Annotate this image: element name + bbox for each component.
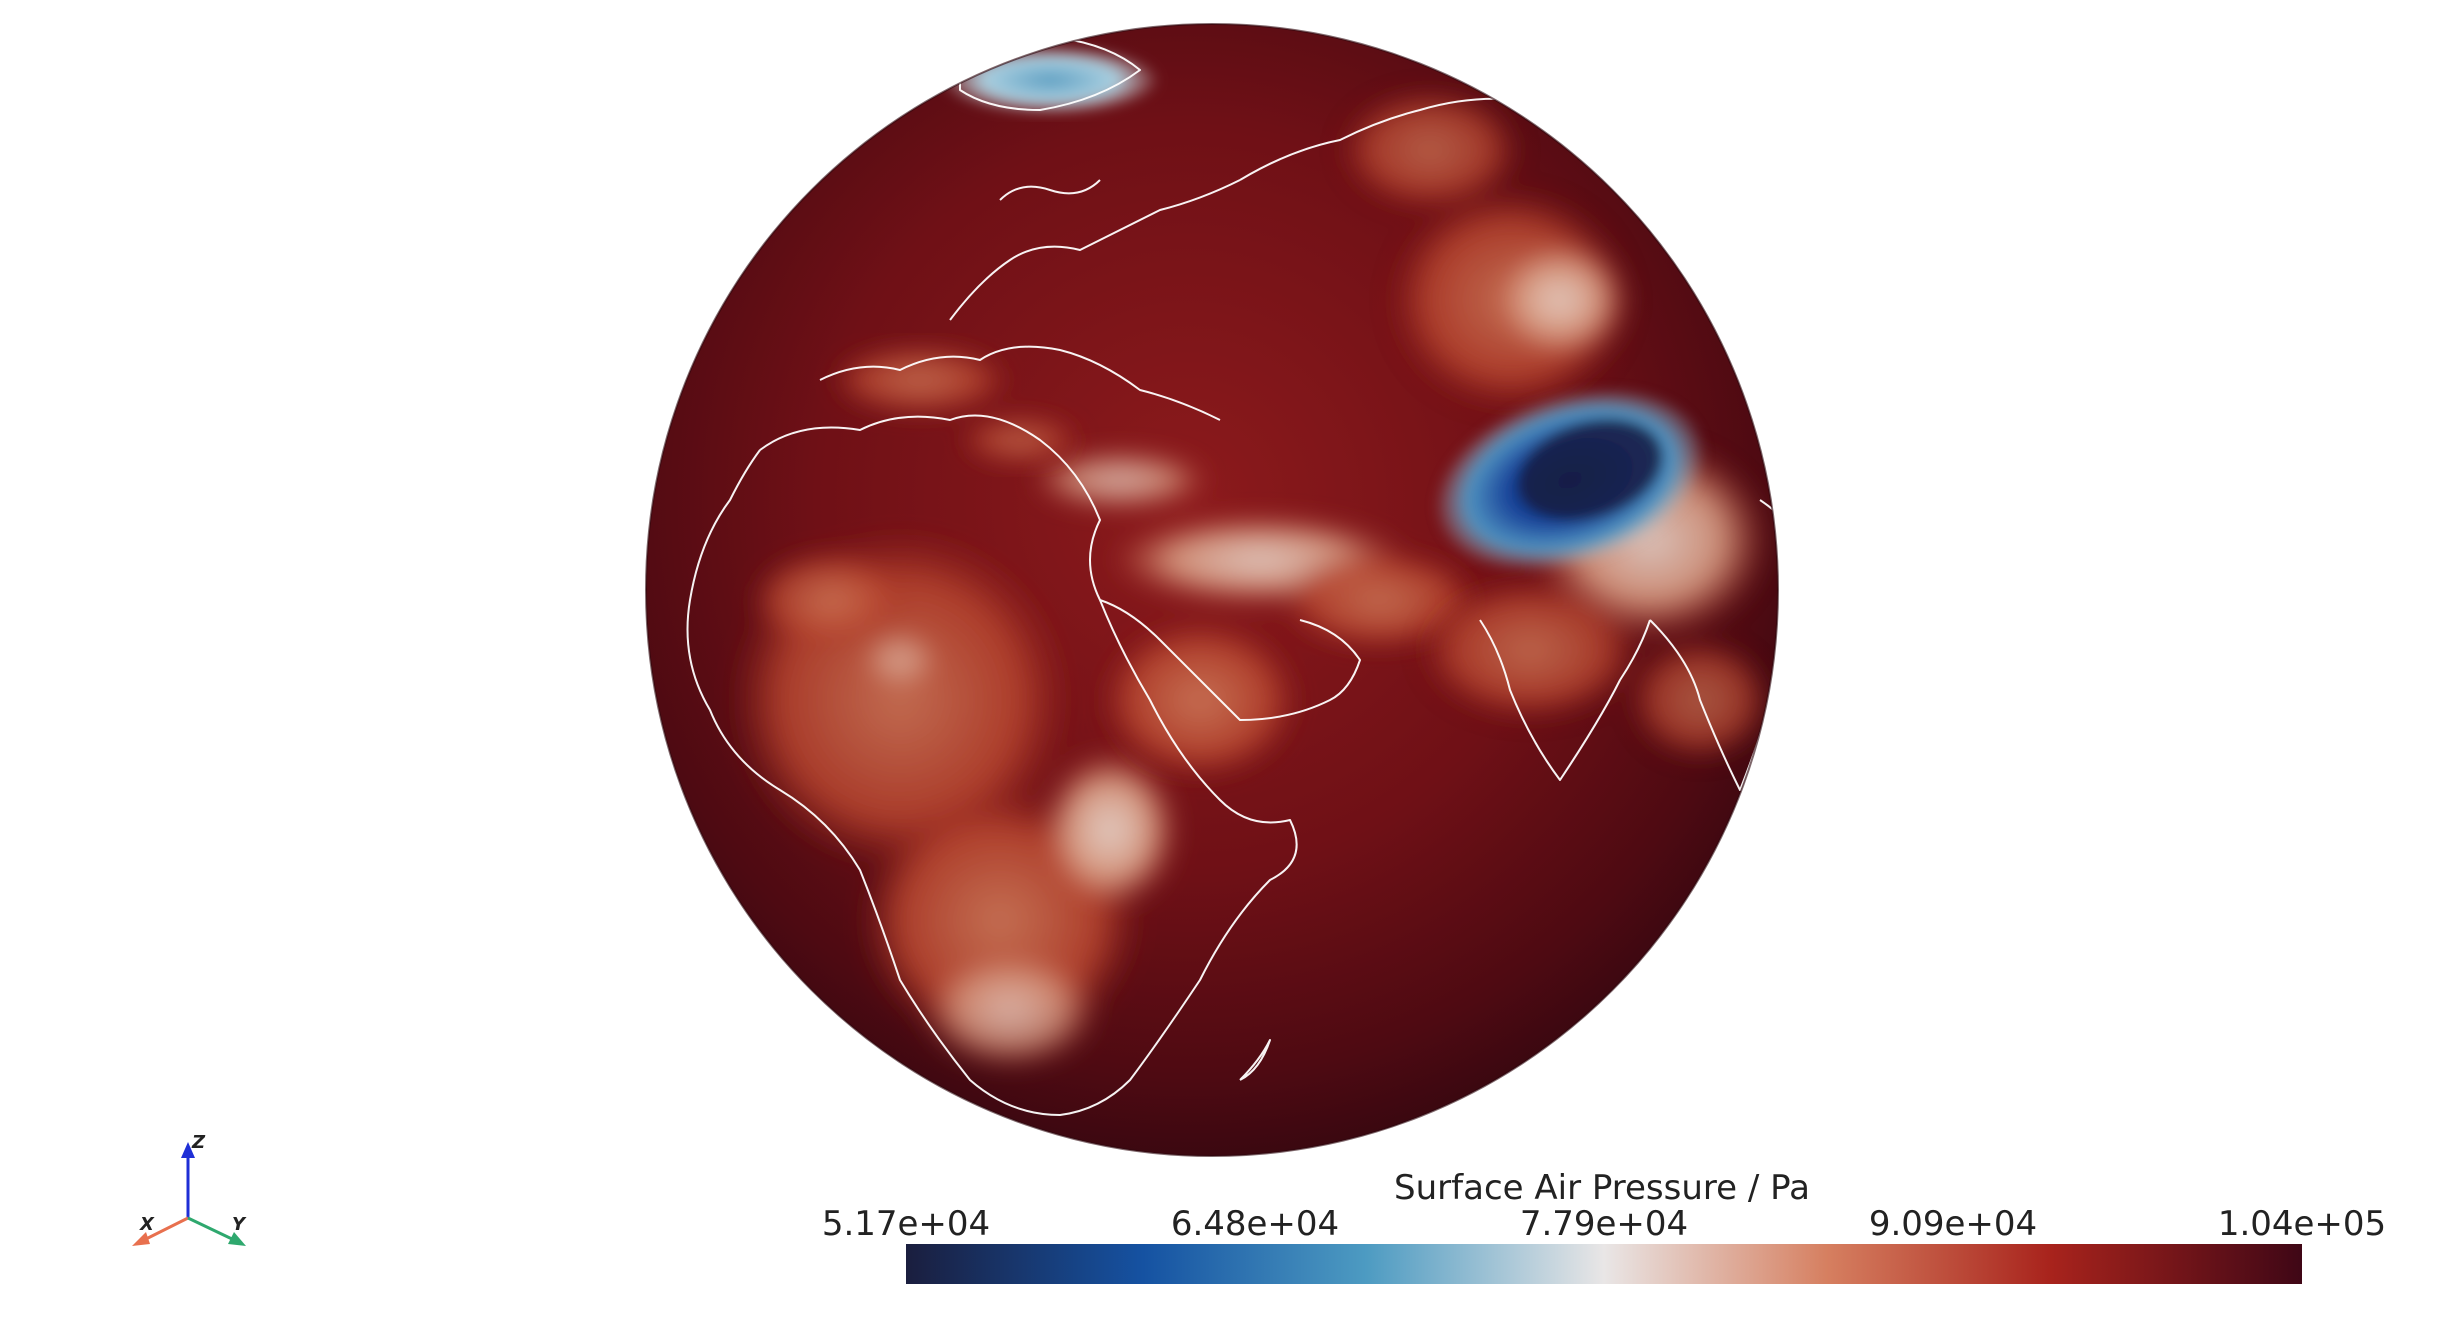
africa-pressure-field xyxy=(730,530,1180,1070)
x-axis-label: X xyxy=(139,1214,155,1235)
scalar-bar-title: Surface Air Pressure / Pa xyxy=(1394,1168,1810,1208)
orientation-axes: Z X Y xyxy=(132,1132,247,1246)
tibetan-plateau-low xyxy=(1434,388,1706,572)
europe-pressure-field xyxy=(830,345,1080,465)
scalar-bar-tick-3: 7.79e+04 xyxy=(1519,1204,1689,1244)
scalar-bar-colorbar[interactable] xyxy=(906,1244,2302,1284)
x-axis: X xyxy=(132,1214,189,1246)
z-axis-label: Z xyxy=(191,1132,206,1153)
z-arrow-icon xyxy=(181,1142,195,1158)
scalar-bar-tick-max: 1.04e+05 xyxy=(2217,1204,2387,1244)
scalar-bar-tick-2: 6.48e+04 xyxy=(1170,1204,1340,1244)
scalar-bar-tick-min: 5.17e+04 xyxy=(821,1204,991,1244)
coastlines xyxy=(686,37,1806,1116)
y-axis-label: Y xyxy=(232,1214,247,1235)
z-axis: Z xyxy=(181,1132,206,1218)
y-arrow-icon xyxy=(228,1232,246,1246)
x-arrow-icon xyxy=(132,1232,150,1246)
scalar-bar-tick-4: 9.09e+04 xyxy=(1868,1204,2038,1244)
y-axis: Y xyxy=(187,1214,247,1246)
